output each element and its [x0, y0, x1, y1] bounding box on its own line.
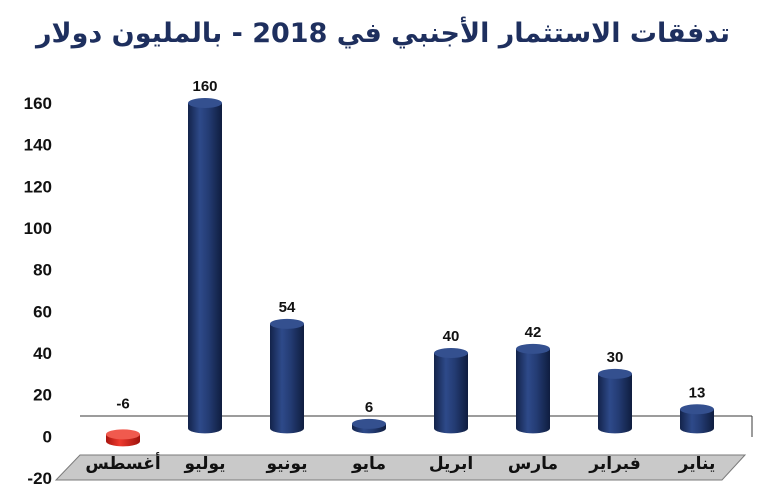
x-category-label: أغسطس — [85, 452, 160, 474]
y-tick-label: 20 — [33, 386, 52, 405]
x-category-label: مارس — [508, 454, 558, 474]
data-label: 30 — [607, 349, 624, 366]
bar-top — [680, 404, 714, 415]
data-labels: 13 30 42 40 6 54 160 -6 — [116, 78, 705, 416]
category-base — [54, 454, 747, 481]
bar-body — [188, 103, 222, 429]
bar — [434, 348, 468, 434]
bar-bottom — [434, 423, 468, 434]
bar — [106, 429, 140, 447]
x-category-label: ابريل — [429, 454, 473, 474]
x-category-label: يوليو — [183, 454, 225, 474]
data-label: 160 — [192, 78, 217, 95]
bar-body — [516, 348, 550, 429]
y-axis-ticks: -20 0 20 40 60 80 100 120 140 160 — [24, 94, 52, 488]
data-label: -6 — [116, 395, 129, 412]
bar — [516, 343, 550, 434]
bar — [598, 368, 632, 434]
bar-bottom — [598, 423, 632, 434]
bar — [188, 98, 222, 434]
y-tick-label: 140 — [24, 136, 52, 155]
y-tick-label: 40 — [33, 344, 52, 363]
x-category-label: يونيو — [265, 454, 307, 474]
bar-top — [352, 418, 386, 429]
data-label: 13 — [689, 384, 706, 401]
bar-bottom — [680, 423, 714, 434]
x-axis-labels: يناير فبراير مارس ابريل مايو يونيو يوليو أغسطس — [85, 452, 715, 474]
bar-top — [598, 368, 632, 379]
bar-body — [680, 409, 714, 429]
chart-title: تدفقات الاستثمار الأجنبي في 2018 - بالمل… — [34, 16, 730, 49]
data-label: 6 — [365, 399, 373, 416]
x-category-label: مايو — [351, 454, 386, 474]
bar-bottom — [188, 423, 222, 434]
x-category-label: فبراير — [588, 454, 640, 474]
bar — [270, 318, 304, 434]
bar-bottom — [106, 436, 140, 447]
data-label: 40 — [443, 328, 460, 345]
data-label: 42 — [525, 324, 542, 341]
y-tick-label: 0 — [43, 427, 52, 446]
bar-body — [598, 373, 632, 429]
data-label: 54 — [279, 299, 296, 316]
chart-floor — [54, 415, 753, 481]
bar-body — [434, 353, 468, 429]
bar — [680, 404, 714, 434]
bar-top — [270, 318, 304, 329]
y-tick-label: 60 — [33, 302, 52, 321]
y-tick-label: 160 — [24, 94, 52, 113]
bars — [106, 98, 714, 447]
bar — [352, 418, 386, 434]
y-tick-label: -20 — [27, 469, 52, 488]
bar-top — [516, 343, 550, 354]
y-tick-label: 120 — [24, 177, 52, 196]
y-tick-label: 100 — [24, 219, 52, 238]
bar-bottom — [516, 423, 550, 434]
bar-body — [270, 323, 304, 429]
x-category-label: يناير — [678, 454, 716, 474]
bar-bottom — [270, 423, 304, 434]
bar-top — [106, 429, 140, 440]
y-tick-label: 80 — [33, 261, 52, 280]
bar-top — [188, 98, 222, 108]
bar-top — [434, 348, 468, 358]
